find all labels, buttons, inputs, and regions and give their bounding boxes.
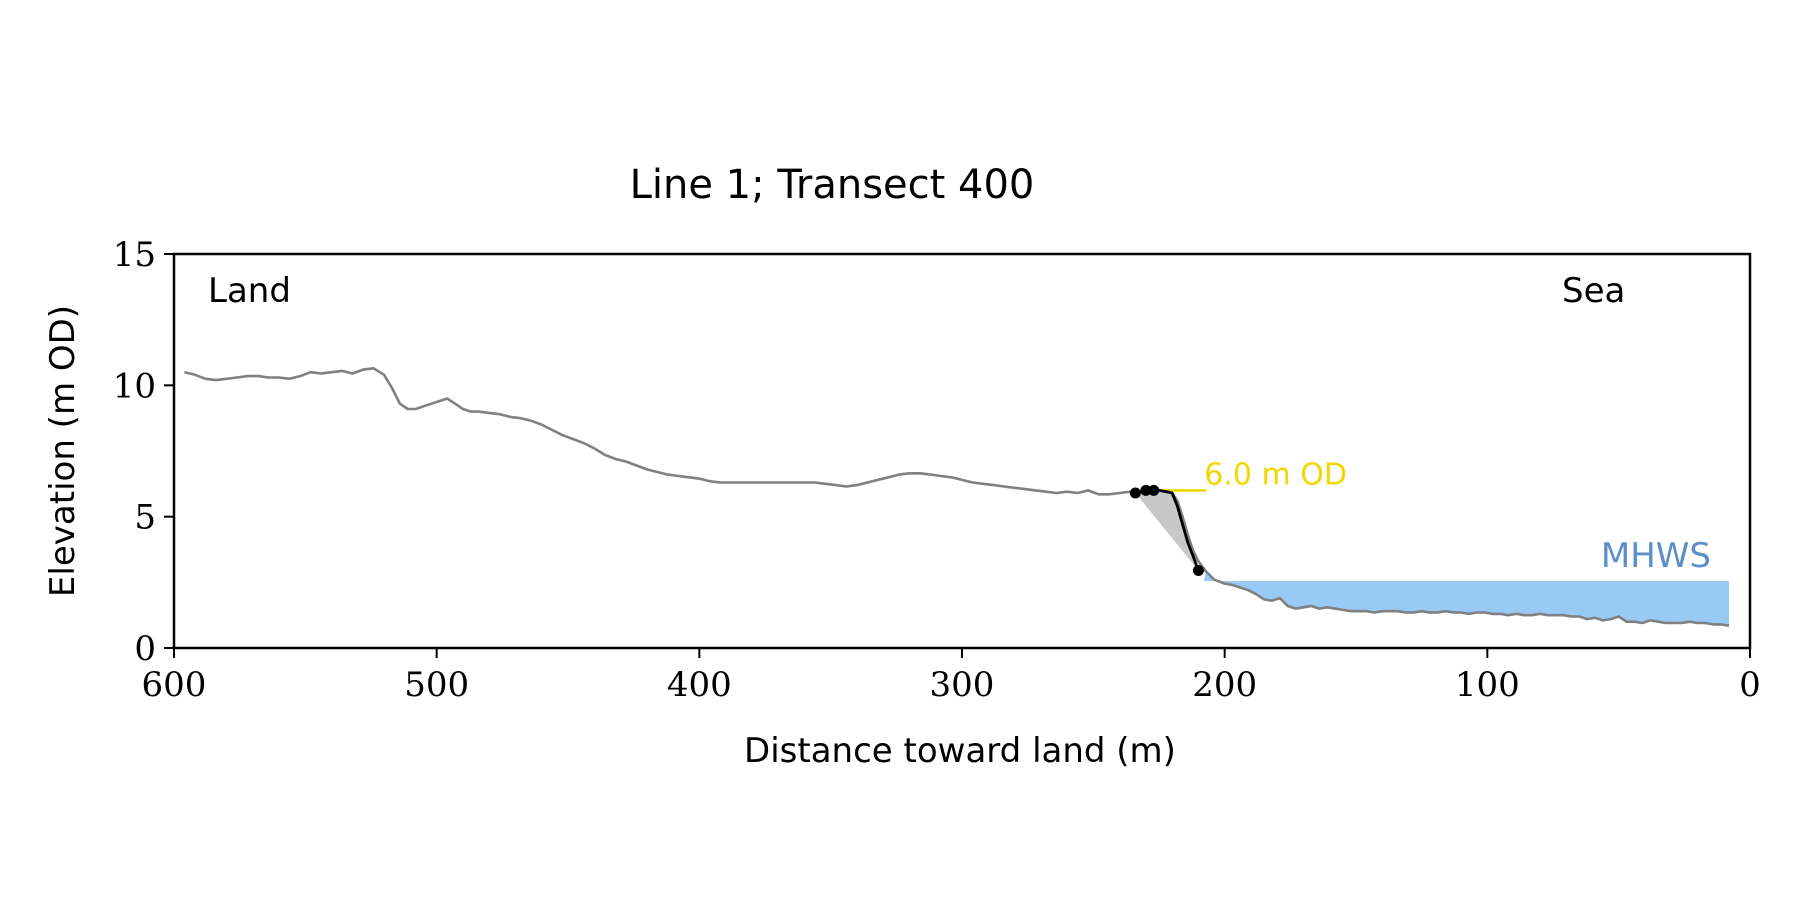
y-axis-ticks: 0 5 10 15 [113, 235, 174, 669]
cliff-shaded-area [1135, 490, 1199, 571]
cliff-marker [1192, 565, 1204, 577]
sea-label: Sea [1562, 271, 1625, 311]
y-tick-label: 15 [113, 235, 156, 275]
x-tick-label: 0 [1739, 665, 1761, 705]
elevation-profile-line [184, 366, 1730, 627]
y-tick-label: 0 [134, 629, 156, 669]
mhws-label: MHWS [1601, 536, 1711, 576]
y-axis-label: Elevation (m OD) [43, 305, 83, 597]
mhws-water-area [1203, 571, 1729, 626]
x-tick-label: 100 [1455, 665, 1520, 705]
cliff-marker [1129, 487, 1141, 499]
chart-title: Line 1; Transect 400 [630, 162, 1035, 208]
x-tick-label: 500 [404, 665, 469, 705]
x-axis-label: Distance toward land (m) [744, 731, 1176, 771]
x-axis-ticks: 600 500 400 300 200 100 0 [142, 648, 1761, 705]
cliff-marker [1140, 484, 1152, 496]
x-tick-label: 200 [1192, 665, 1257, 705]
land-label: Land [208, 271, 291, 311]
y-tick-label: 10 [113, 366, 156, 406]
y-tick-label: 5 [134, 498, 156, 538]
x-tick-label: 600 [142, 665, 207, 705]
x-tick-label: 300 [930, 665, 995, 705]
x-tick-label: 400 [667, 665, 732, 705]
od-level-label: 6.0 m OD [1204, 457, 1347, 492]
cliff-marker [1148, 484, 1160, 496]
plot-area: 6.0 m OD MHWS [184, 366, 1730, 627]
